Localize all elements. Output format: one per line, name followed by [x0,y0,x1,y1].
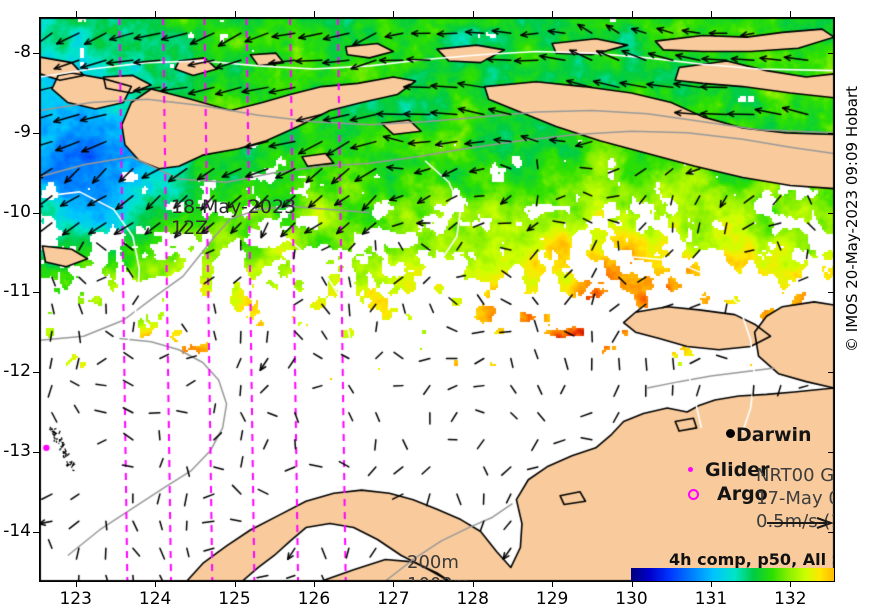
product-info-line2: 17-May 06:00Z [756,488,834,509]
x-tick-top [313,11,315,17]
x-tick-top [552,11,554,17]
y-tick-right [828,451,834,453]
x-tick-label-5: 128 [456,589,489,609]
y-tick [33,451,39,453]
y-tick [33,292,39,294]
y-tick [33,212,39,214]
x-tick [790,581,792,587]
y-tick-right [828,212,834,214]
copyright-text: © IMOS 20-May-2023 09:09 Hobart [843,85,861,352]
x-tick-label-3: 126 [297,589,331,609]
x-tick [393,581,395,587]
y-tick [33,132,39,134]
x-tick-top [234,11,236,17]
x-tick [472,581,474,587]
y-tick-right [828,531,834,533]
glider-marker-icon [688,467,693,472]
product-info-block: NRT00 GSL 17-May 06:00Z 0.5m/s (1kt 24h) [756,464,835,533]
x-tick [75,581,77,587]
colorbar-title: 4h comp, p50, All Sats [669,550,834,569]
y-tick-right [828,132,834,134]
x-tick-top [472,11,474,17]
product-info-line1: NRT00 GSL [756,465,835,486]
sst-raster-canvas [40,18,834,581]
y-tick-label-0: -8 [14,42,31,63]
y-tick-right [828,53,834,55]
y-tick [33,53,39,55]
colorbar-gradient [631,568,834,581]
y-tick-right [828,292,834,294]
city-marker-darwin [726,429,735,438]
y-tick-label-1: -9 [14,121,31,142]
x-tick [631,581,633,587]
x-tick-label-0: 123 [59,589,92,609]
x-tick-top [75,11,77,17]
x-tick-top [155,11,157,17]
y-tick [33,372,39,374]
legend-label-glider: Glider [705,459,770,481]
y-tick-label-5: -13 [3,440,31,461]
x-tick-label-4: 127 [377,589,410,609]
y-tick-label-6: -14 [3,520,31,541]
vector-scale-arrow-icon [767,517,834,529]
colorbar[interactable]: 2627282930 [631,568,834,581]
y-tick-label-3: -11 [3,281,31,302]
x-tick-top [790,11,792,17]
x-tick [155,581,157,587]
map-plot-area[interactable]: 18-May-2023 12Z 200m 1000m Darwin Glider… [39,17,835,582]
x-tick-label-9: 132 [774,589,807,609]
y-tick-label-2: -10 [3,201,31,222]
x-tick-label-7: 130 [615,589,648,609]
product-info-line3: 0.5m/s (1kt 24h) [756,511,834,532]
legend-label-argo: Argo [717,483,768,505]
x-tick [234,581,236,587]
x-tick [710,581,712,587]
y-tick [33,531,39,533]
x-tick-top [631,11,633,17]
x-tick-label-2: 125 [218,589,251,609]
x-tick-top [393,11,395,17]
x-tick-top [710,11,712,17]
x-tick-label-8: 131 [694,589,728,609]
x-tick [552,581,554,587]
x-tick [313,581,315,587]
x-tick-label-1: 124 [138,589,172,609]
y-tick-label-4: -12 [3,361,31,382]
x-tick-label-6: 129 [535,589,569,609]
y-tick-right [828,372,834,374]
argo-marker-icon [688,489,699,500]
